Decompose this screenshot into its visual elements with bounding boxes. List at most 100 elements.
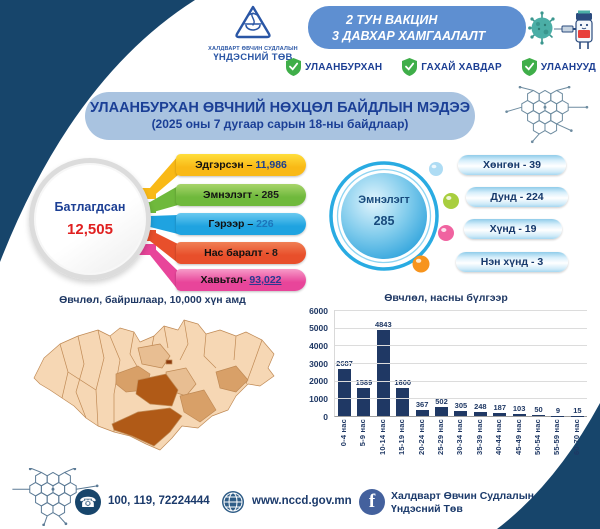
map-title: Өвчлөл, байршлаар, 10,000 хүн амд [59, 294, 246, 306]
facebook-page-name[interactable]: Халдварт Өвчин Судлалын Үндэсний Төв [391, 490, 535, 515]
confirmed-label: Батлагдсан [54, 200, 126, 214]
bar [357, 387, 371, 416]
y-tick-label: 1000 [309, 393, 328, 404]
hospitalized-circle-graphic [329, 161, 459, 273]
hospitalized-label: Эмнэлэгт [358, 194, 410, 206]
vaccine-banner-line1: 2 ТУН ВАКЦИН [346, 13, 438, 27]
x-tick-label: 55-59 нас [552, 419, 562, 455]
bar-column: 50 [529, 310, 548, 416]
bar-column: 187 [490, 310, 509, 416]
severity-pill-critical: Нэн хүнд - 3 [456, 252, 568, 272]
bar [551, 415, 565, 416]
y-tick-label: 3000 [309, 358, 328, 369]
bar [454, 410, 468, 416]
bar [415, 409, 429, 416]
severity-pill-moderate: Дунд - 224 [466, 187, 568, 207]
bar-column: 502 [432, 310, 451, 416]
bar [376, 330, 390, 416]
age-chart-title: Өвчлөл, насны бүлгээр [384, 292, 508, 304]
nccd-logo-icon [235, 5, 271, 39]
outcome-home-care: Гэрээр – 226 [176, 213, 306, 235]
bar [493, 412, 507, 416]
phone-icon: ☎ [75, 489, 101, 515]
bar-column: 1589 [354, 310, 373, 416]
outcome-hospitalized: Эмнэлэгт - 285 [176, 184, 306, 206]
x-tick-label: 10-14 нас [377, 419, 387, 455]
y-tick-label: 6000 [309, 305, 328, 316]
bar [396, 387, 410, 416]
x-tick-label: 0-4 нас [339, 419, 348, 447]
hexagon-decoration-title [505, 86, 589, 144]
bar [435, 407, 449, 416]
y-tick-label: 0 [323, 411, 328, 422]
x-tick-label: 45-49 нас [513, 419, 523, 455]
bar-column: 367 [413, 310, 432, 416]
bar-column: 9 [548, 310, 567, 416]
confirmed-stats: Батлагдсан 12,505 Эдгэрсэн – 11,986 Эмнэ… [20, 148, 310, 294]
x-tick-label: 30-34 нас [455, 419, 465, 455]
shield-check-icon [286, 58, 301, 76]
bar-value-label: 1600 [394, 377, 412, 387]
x-tick-label: 40-44 нас [494, 419, 504, 455]
bar-value-label: 103 [512, 404, 526, 414]
bar-column: 4843 [374, 310, 393, 416]
x-tick-label: 20-24 нас [416, 419, 426, 455]
bar-value-label: 1589 [355, 377, 373, 387]
vaccine-banner: 2 ТУН ВАКЦИН 3 ДАВХАР ХАМГААЛАЛТ [308, 6, 526, 49]
bar [338, 368, 351, 416]
severity-pill-severe: Хүнд - 19 [464, 219, 562, 239]
bar-value-label: 248 [474, 401, 487, 411]
x-tick-label: 5-9 нас [358, 419, 368, 447]
bar-column: 103 [510, 310, 529, 416]
shield-check-icon [521, 58, 537, 76]
badge-rubella: УЛААНУУД [521, 58, 596, 76]
logo-org-line1: ХАЛДВАРТ ӨВЧИН СУДЛАЛЫН [208, 46, 298, 52]
y-tick-label: 4000 [309, 340, 328, 351]
globe-icon [222, 491, 244, 513]
outcome-contacts: Хавьтал- 93,022 [176, 269, 306, 291]
nccd-logo: ХАЛДВАРТ ӨВЧИН СУДЛАЛЫН ҮНДЭСНИЙ ТӨВ [196, 4, 310, 63]
bar-value-label: 305 [454, 400, 468, 410]
corner-decoration-topleft [0, 0, 195, 262]
hospitalized-value: 285 [373, 214, 395, 228]
age-chart-x-axis: 0-4 нас 5-9 нас 10-14 нас 15-19 нас 20-24 на… [334, 419, 586, 473]
confirmed-circle: Батлагдсан 12,505 [29, 158, 151, 280]
hospitalized-stats: Эмнэлэгт 285 Хөнгөн - 39 Дунд - 224 Хүнд… [320, 148, 595, 294]
hospitalized-circle: Эмнэлэгт 285 [334, 194, 434, 228]
bar-column: 15 [568, 310, 587, 416]
bar-value-label: 50 [534, 405, 543, 415]
x-tick-label: 15-19 нас [397, 419, 407, 455]
bar-value-label: 187 [493, 402, 506, 412]
badge-label: УЛААНБУРХАН [305, 61, 383, 73]
report-title-line1: УЛААНБУРХАН ӨВЧНИЙ НӨХЦӨЛ БАЙДЛЫН МЭДЭЭ [89, 100, 471, 116]
report-title: УЛААНБУРХАН ӨВЧНИЙ НӨХЦӨЛ БАЙДЛЫН МЭДЭЭ … [85, 92, 475, 140]
bar-value-label: 9 [555, 405, 561, 415]
website-link[interactable]: www.nccd.gov.mn [252, 495, 352, 507]
bar-column: 1600 [393, 310, 412, 416]
phone-numbers[interactable]: 100, 119, 72224444 [108, 495, 210, 507]
bar-value-label: 367 [415, 399, 429, 409]
corner-decoration-bottomright [497, 403, 600, 529]
age-chart-plot: 2687 1589 4843 1600 367 502 305 248 187 103 50 9 15 [334, 310, 587, 417]
badge-measles: УЛААНБУРХАН [286, 58, 382, 76]
badge-mumps: ГАХАЙ ХАВДАР [402, 58, 502, 76]
bar [570, 415, 584, 416]
x-tick-label: 25-29 нас [436, 419, 446, 455]
shield-check-icon [402, 58, 418, 76]
disease-badges: УЛААНБУРХАН ГАХАЙ ХАВДАР УЛААНУУД [286, 58, 596, 76]
badge-label: УЛААНУУД [540, 61, 596, 73]
bar-column: 248 [471, 310, 490, 416]
mongolia-map [33, 319, 275, 451]
bar [532, 415, 546, 416]
virus-vaccine-cartoon [528, 10, 593, 49]
confirmed-value: 12,505 [67, 221, 113, 238]
y-tick-label: 2000 [309, 376, 328, 387]
report-title-line2: (2025 оны 7 дугаар сарын 18-ны байдлаар) [151, 117, 409, 131]
bar-value-label: 15 [573, 405, 582, 415]
bar-value-label: 4843 [374, 320, 392, 330]
age-chart: Өвчлөл, насны бүлгээр 0 1000 2000 3000 4000 5… [298, 292, 594, 478]
outcome-deaths: Нас баралт - 8 [176, 242, 306, 264]
facebook-icon[interactable]: f [359, 489, 385, 515]
hexagon-decoration-footer [12, 468, 99, 526]
